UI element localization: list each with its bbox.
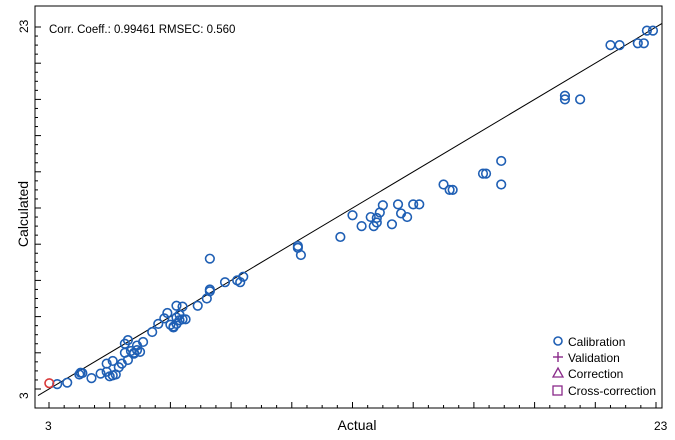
- calibration-point: [444, 184, 455, 195]
- calibration-point: [122, 354, 134, 366]
- calibration-point: [386, 219, 398, 230]
- legend-validation-marker: [553, 352, 563, 362]
- legend-calibration-label: Calibration: [568, 335, 625, 349]
- x-tick-label-right: 23: [654, 419, 668, 433]
- calibration-point: [392, 199, 404, 210]
- reference-line: [37, 22, 663, 396]
- calibration-point: [238, 271, 249, 282]
- calibration-point: [162, 307, 173, 319]
- calibration-point: [95, 368, 106, 379]
- calibration-point: [438, 179, 449, 190]
- calibration-point: [408, 199, 419, 210]
- calibration-point: [192, 300, 203, 311]
- calibration-point: [171, 312, 182, 323]
- legend-validation-label: Validation: [568, 351, 620, 365]
- legend-cross-correction-marker: [552, 385, 563, 396]
- calibration-point: [559, 94, 571, 105]
- calibration-point: [402, 211, 413, 223]
- calibration-point: [638, 38, 649, 49]
- calibration-point: [614, 39, 625, 51]
- calibration-point: [496, 179, 507, 190]
- calibration-point: [356, 221, 367, 232]
- axis-ticks: [35, 26, 657, 408]
- calibration-point: [641, 25, 652, 36]
- calibration-point: [496, 155, 507, 167]
- calibration-point: [371, 212, 382, 224]
- legend-correction-label: Correction: [568, 367, 623, 381]
- calibration-point: [171, 300, 182, 311]
- calibration-point: [137, 336, 149, 348]
- x-axis-label: Actual: [338, 417, 377, 433]
- calibration-point: [647, 25, 659, 36]
- calibration-point: [371, 217, 382, 228]
- calibration-point: [292, 240, 303, 252]
- data-points: [44, 25, 659, 390]
- calibration-point: [77, 367, 88, 379]
- calibration-point: [180, 314, 191, 325]
- calibration-point: [134, 346, 146, 357]
- highlighted-point: [44, 378, 55, 389]
- legend: Calibration Validation Correction Cross-…: [551, 335, 656, 398]
- legend-calibration-marker: [553, 336, 563, 346]
- calibration-point: [62, 377, 73, 388]
- x-tick-label-left: 3: [45, 419, 52, 433]
- calibration-point: [101, 358, 112, 369]
- y-axis-label: Calculated: [15, 181, 31, 247]
- calibration-point: [153, 318, 164, 329]
- calibration-point: [147, 326, 158, 338]
- calibration-point: [177, 314, 188, 325]
- calibration-point: [204, 286, 215, 297]
- calibration-point: [477, 168, 489, 179]
- calibration-point: [559, 90, 571, 101]
- calibration-point: [219, 277, 231, 288]
- legend-correction-marker: [551, 366, 565, 378]
- calibration-point: [235, 277, 246, 288]
- calibration-point: [447, 184, 458, 195]
- calibration-point: [347, 210, 358, 221]
- stats-text: Corr. Coeff.: 0.99461 RMSEC: 0.560: [49, 24, 235, 36]
- calibration-point: [632, 38, 643, 49]
- calibration-point: [480, 168, 492, 179]
- calibration-point: [365, 211, 376, 223]
- legend-cross-correction-label: Cross-correction: [568, 384, 656, 398]
- calibration-point: [335, 231, 346, 243]
- calibration-point: [575, 94, 586, 105]
- calibration-point: [204, 253, 215, 264]
- y-tick-label-bottom: 3: [17, 392, 31, 399]
- calibration-point: [86, 373, 97, 384]
- calibration-point: [107, 355, 118, 367]
- calibration-point: [177, 301, 188, 312]
- calibration-point: [377, 200, 388, 211]
- calibration-point: [159, 313, 170, 324]
- y-tick-label-top: 23: [17, 19, 31, 33]
- calibration-point: [122, 335, 134, 346]
- calibration-point: [414, 199, 425, 210]
- calibration-point: [295, 249, 307, 261]
